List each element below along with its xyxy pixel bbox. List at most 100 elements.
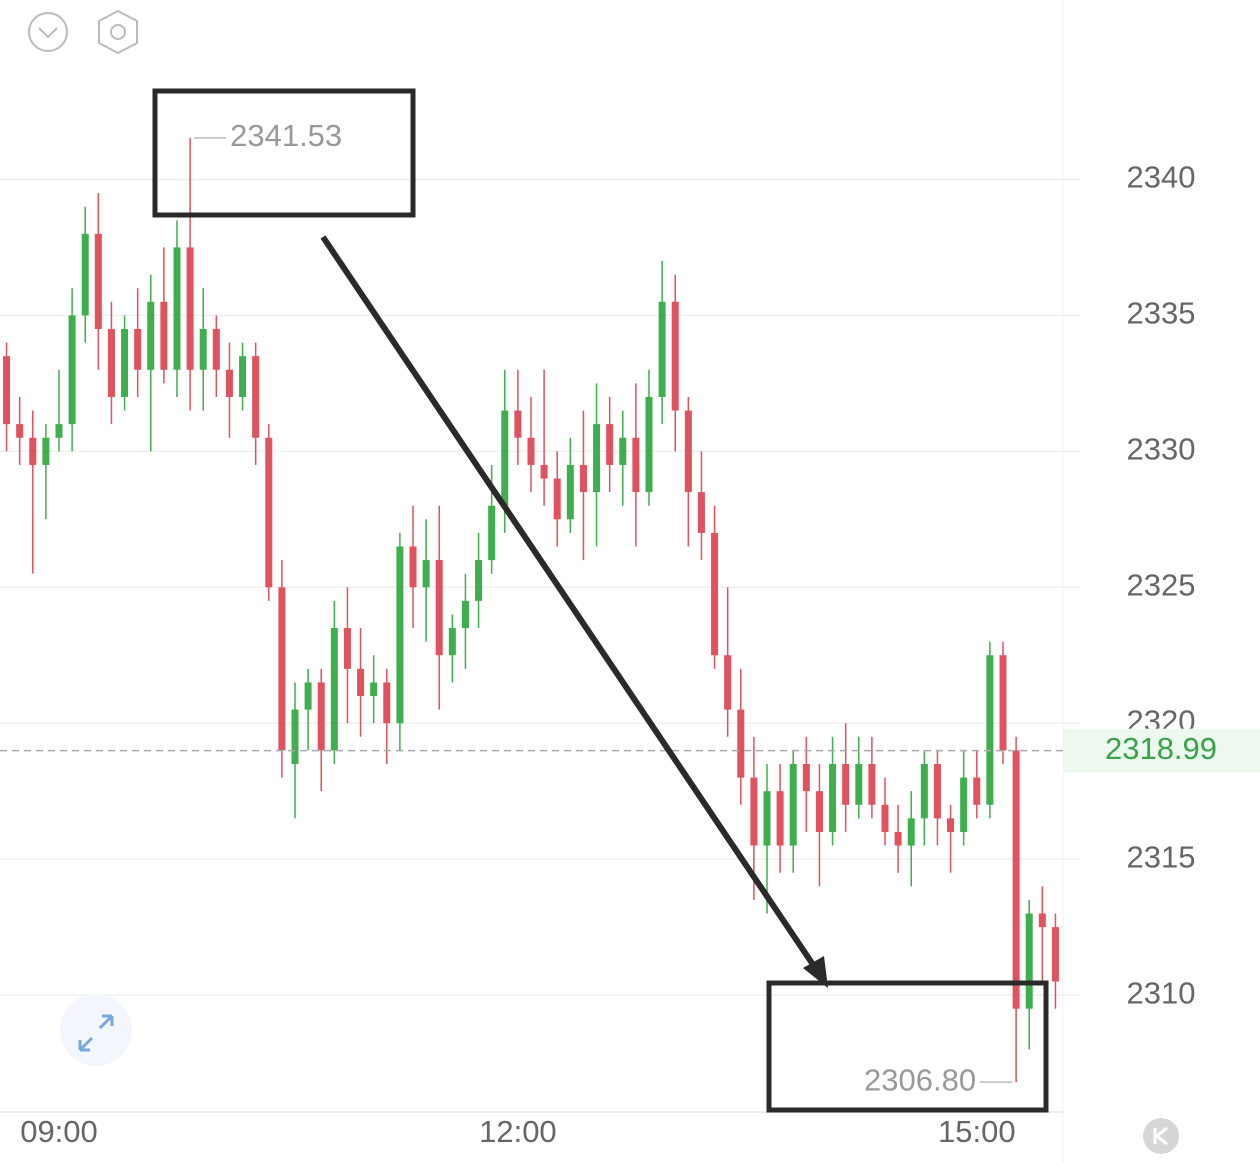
candle-body	[370, 682, 378, 697]
candle-body	[357, 668, 365, 697]
candle-body	[750, 777, 758, 846]
candle-body	[55, 424, 63, 438]
candle-body	[225, 369, 233, 397]
current-price-label: 2318.99	[1105, 731, 1217, 766]
candle-body	[212, 328, 220, 370]
candle-body	[475, 560, 483, 601]
candle-body	[422, 560, 430, 588]
candle-body	[278, 587, 286, 751]
candle-body	[121, 328, 129, 397]
candle-body	[802, 763, 810, 792]
candle-body	[1051, 927, 1059, 982]
candle-body	[894, 831, 902, 846]
candle-body	[973, 777, 981, 805]
candle-body	[658, 301, 666, 397]
candle-body	[501, 410, 509, 506]
candle-body	[81, 233, 89, 316]
highlight-box	[766, 980, 1049, 1113]
candle-body	[514, 410, 522, 438]
candle-body	[986, 655, 994, 805]
chevron	[38, 27, 58, 39]
y-tick-label: 2325	[1127, 567, 1196, 602]
candle-body	[160, 301, 168, 370]
candle-body	[920, 763, 928, 819]
candle-body	[1038, 913, 1046, 928]
candle-body	[842, 763, 850, 805]
candle-body	[527, 437, 535, 465]
candle-body	[881, 804, 889, 832]
annotations	[152, 88, 1049, 1113]
y-tick-label: 2335	[1127, 296, 1196, 331]
candle-body	[42, 437, 50, 465]
candle-body	[960, 777, 968, 832]
candle-body	[593, 424, 601, 493]
candle-body	[448, 628, 456, 656]
arrow-head	[803, 956, 828, 988]
x-tick-label: 15:00	[938, 1114, 1016, 1149]
candle-body	[291, 709, 299, 764]
toolbar	[28, 9, 138, 55]
candle-body	[68, 315, 76, 425]
k-icon	[1153, 1126, 1168, 1146]
min-marker-label: 2306.80	[864, 1062, 976, 1097]
expand-bg	[60, 994, 132, 1066]
candle-body	[829, 763, 837, 832]
candle-body	[409, 546, 417, 588]
k-button[interactable]	[1143, 1118, 1179, 1154]
candle-body	[317, 682, 325, 751]
candle-body	[383, 682, 391, 724]
candle-body	[933, 763, 941, 819]
candle-body	[724, 655, 732, 710]
candle-body	[16, 424, 24, 438]
candle-body	[632, 437, 640, 493]
candle-body	[1012, 750, 1020, 1009]
candle-body	[947, 818, 955, 832]
candle-body	[147, 301, 155, 370]
candle-body	[173, 247, 181, 370]
candle-body	[645, 396, 653, 493]
candle-body	[855, 763, 863, 805]
candle-body	[606, 424, 614, 465]
y-tick-label: 2310	[1127, 975, 1196, 1010]
candle-body	[763, 791, 771, 846]
candle-body	[868, 763, 876, 805]
y-tick-label: 2330	[1127, 432, 1196, 467]
x-tick-label: 12:00	[479, 1114, 557, 1149]
candle-body	[330, 628, 338, 751]
candle-body	[343, 628, 351, 669]
candle-body	[435, 560, 443, 656]
candle-body	[737, 709, 745, 778]
y-tick-label: 2315	[1127, 839, 1196, 874]
dropdown-icon[interactable]	[28, 12, 68, 52]
k-bg	[1143, 1118, 1179, 1154]
candle-body	[579, 464, 587, 493]
candle-body	[1025, 913, 1033, 1009]
candle-body	[252, 356, 260, 438]
candle-body	[566, 464, 574, 520]
candle-body	[697, 492, 705, 533]
candle-body	[239, 356, 247, 397]
candle-body	[461, 600, 469, 629]
candle-body	[619, 437, 627, 465]
candle-body	[776, 791, 784, 846]
candle-body	[789, 763, 797, 846]
candle-body	[907, 818, 915, 846]
candle-body	[396, 546, 404, 724]
candle-body	[186, 247, 194, 370]
max-marker-label: 2341.53	[230, 118, 342, 153]
candle-body	[671, 301, 679, 411]
settings-icon[interactable]	[98, 9, 138, 55]
candle-body	[94, 233, 102, 329]
candle-body	[29, 437, 37, 465]
candle-body	[553, 478, 561, 520]
expand-button[interactable]	[60, 994, 132, 1066]
candle-body	[107, 328, 115, 397]
expand-icon	[78, 1014, 114, 1052]
arrow-line	[320, 235, 821, 974]
candle-body	[815, 791, 823, 832]
x-tick-label: 09:00	[20, 1114, 98, 1149]
current-price-bg	[1063, 728, 1260, 773]
